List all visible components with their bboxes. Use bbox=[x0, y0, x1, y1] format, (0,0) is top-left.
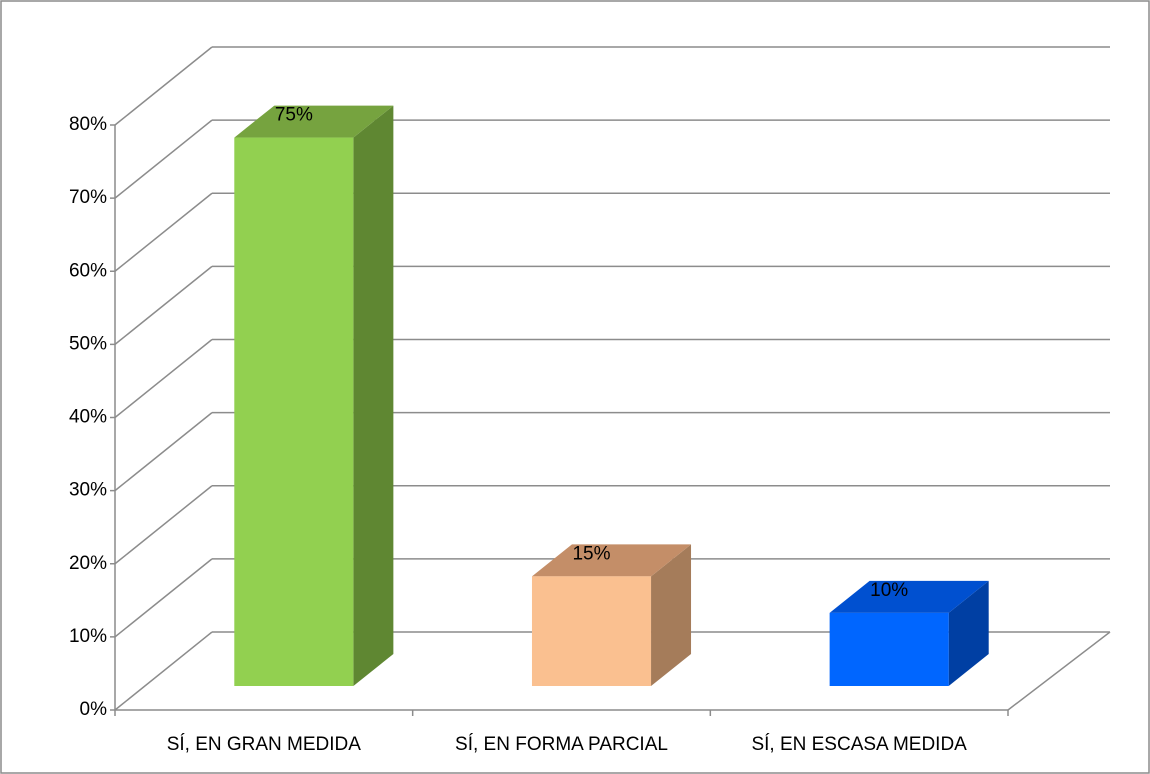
bar-side bbox=[353, 105, 394, 686]
grid-line bbox=[114, 119, 213, 199]
bar bbox=[234, 137, 354, 686]
grid-line bbox=[114, 631, 213, 711]
y-tick-label: 50% bbox=[69, 333, 107, 354]
y-tick-label: 30% bbox=[69, 480, 107, 501]
bar-top bbox=[234, 105, 394, 138]
y-tick-label: 70% bbox=[69, 187, 107, 208]
grid-line bbox=[114, 192, 213, 272]
y-tick-label: 40% bbox=[69, 407, 107, 428]
data-label: 10% bbox=[870, 580, 908, 601]
data-label: 15% bbox=[572, 543, 610, 564]
grid-line bbox=[114, 558, 213, 638]
y-tick-label: 0% bbox=[80, 699, 108, 720]
x-tick-label: SÍ, EN ESCASA MEDIDA bbox=[751, 734, 967, 755]
y-tick-label: 60% bbox=[69, 260, 107, 281]
bar-top bbox=[829, 580, 989, 613]
grid-line bbox=[114, 485, 213, 565]
bar bbox=[531, 576, 652, 686]
bar-side bbox=[948, 580, 989, 686]
grid-line bbox=[114, 265, 213, 345]
grid-line bbox=[114, 46, 213, 126]
data-label: 75% bbox=[275, 105, 313, 126]
bar bbox=[829, 612, 949, 686]
y-tick-label: 80% bbox=[69, 114, 107, 135]
x-tick-label: SÍ, EN FORMA PARCIAL bbox=[455, 734, 668, 755]
bar-top bbox=[531, 544, 692, 577]
grid-line bbox=[114, 338, 213, 419]
x-tick-label: SÍ, EN GRAN MEDIDA bbox=[167, 734, 362, 755]
grid-line bbox=[114, 412, 213, 492]
floor-edge bbox=[1007, 631, 1111, 711]
bar-side bbox=[651, 544, 692, 686]
y-tick-label: 20% bbox=[69, 553, 107, 574]
y-tick-label: 10% bbox=[69, 626, 107, 647]
